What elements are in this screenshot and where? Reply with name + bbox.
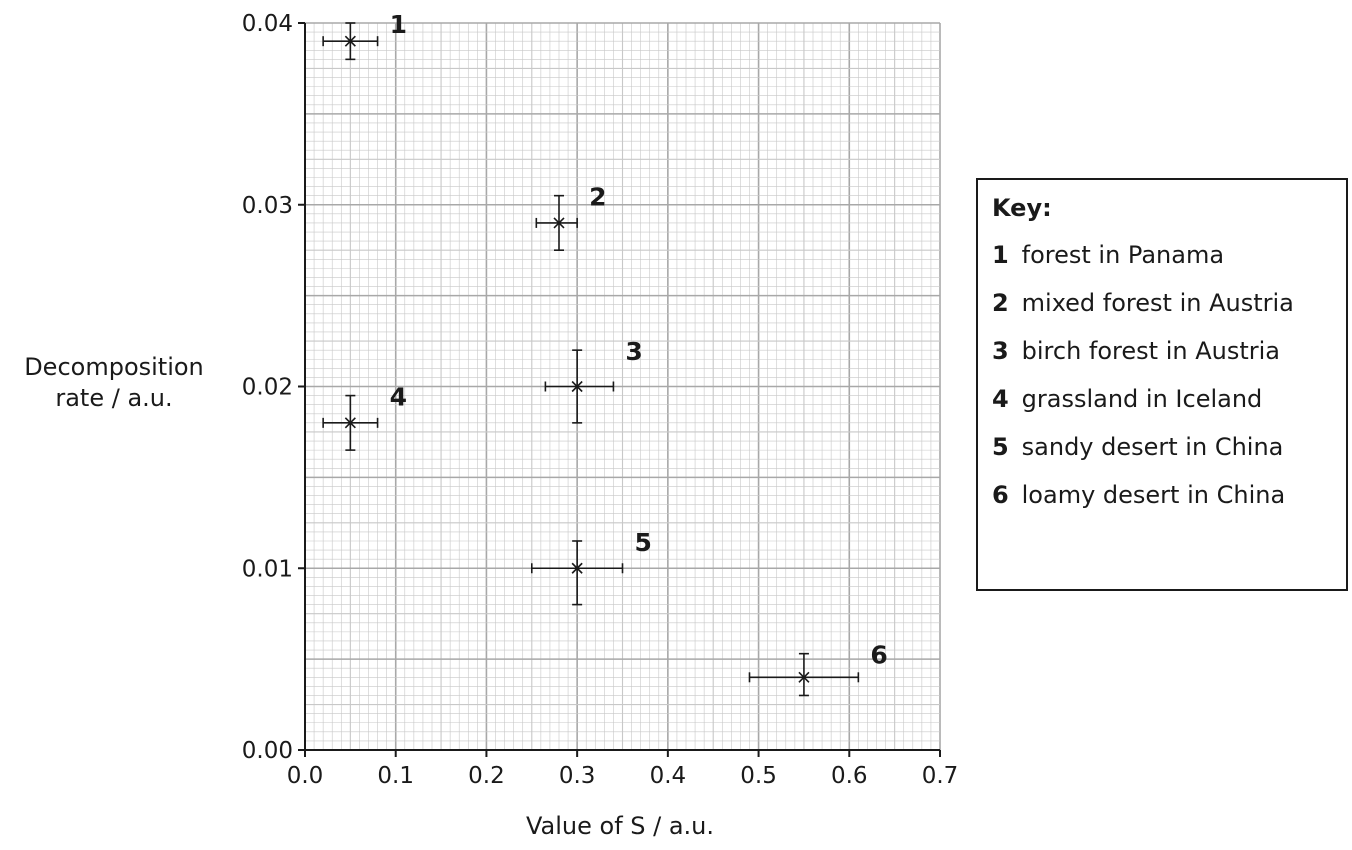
key-entry-6: 6 loamy desert in China bbox=[992, 480, 1346, 528]
y-axis-label: Decomposition rate / a.u. bbox=[0, 352, 228, 414]
x-tick-label: 0.2 bbox=[468, 763, 505, 789]
point-marker bbox=[344, 417, 356, 429]
point-label: 2 bbox=[589, 183, 606, 212]
data-point-1: 1 bbox=[322, 10, 407, 61]
y-axis-label-line-2: rate / a.u. bbox=[55, 384, 173, 412]
x-axis-label: Value of S / a.u. bbox=[525, 812, 715, 840]
point-marker bbox=[798, 671, 810, 683]
key-number: 3 bbox=[992, 337, 1009, 365]
key-number: 5 bbox=[992, 433, 1009, 461]
chart-grid bbox=[304, 22, 941, 751]
point-marker bbox=[344, 35, 356, 47]
key-entry-1: 1 forest in Panama bbox=[992, 240, 1346, 288]
data-point-3: 3 bbox=[544, 337, 643, 424]
x-tick-label: 0.3 bbox=[559, 763, 596, 789]
point-marker bbox=[571, 562, 583, 574]
data-point-4: 4 bbox=[322, 383, 407, 451]
chart-marks: 1 2 3 4 5 6 bbox=[322, 10, 888, 697]
key-box: Key: 1 forest in Panama 2 mixed forest i… bbox=[976, 178, 1348, 591]
key-text: forest in Panama bbox=[1021, 241, 1225, 269]
key-text: mixed forest in Austria bbox=[1021, 289, 1294, 317]
y-tick-label: 0.01 bbox=[242, 556, 293, 582]
key-title: Key: bbox=[992, 194, 1052, 222]
x-tick-label: 0.6 bbox=[831, 763, 868, 789]
y-axis-label-line-1: Decomposition bbox=[24, 353, 204, 381]
y-tick-label: 0.00 bbox=[242, 738, 293, 764]
key-entry-4: 4 grassland in Iceland bbox=[992, 384, 1346, 432]
key-number: 4 bbox=[992, 385, 1009, 413]
point-marker bbox=[553, 217, 565, 229]
data-point-5: 5 bbox=[530, 528, 652, 606]
x-tick-label: 0.1 bbox=[377, 763, 414, 789]
x-tick-label: 0.5 bbox=[740, 763, 777, 789]
y-tick-label: 0.02 bbox=[242, 375, 293, 401]
key-entry-2: 2 mixed forest in Austria bbox=[992, 288, 1346, 336]
data-point-6: 6 bbox=[748, 641, 888, 697]
point-marker bbox=[571, 380, 583, 393]
key-text: loamy desert in China bbox=[1021, 481, 1286, 509]
y-tick-label: 0.03 bbox=[242, 193, 293, 219]
data-point-2: 2 bbox=[535, 183, 607, 251]
chart-ticks: 0.0 0.1 0.2 0.3 0.4 0.5 0.6 0.7 0.00 0.01 0.02 0.03… bbox=[242, 11, 959, 789]
x-tick-label: 0.7 bbox=[922, 763, 959, 789]
key-text: grassland in Iceland bbox=[1021, 385, 1263, 413]
point-label: 5 bbox=[635, 528, 652, 557]
point-label: 4 bbox=[390, 383, 407, 412]
key-text: birch forest in Austria bbox=[1021, 337, 1280, 365]
key-entry-5: 5 sandy desert in China bbox=[992, 432, 1346, 480]
point-label: 3 bbox=[625, 337, 642, 366]
x-tick-label: 0.4 bbox=[650, 763, 687, 789]
key-number: 6 bbox=[992, 481, 1009, 509]
key-entry-3: 3 birch forest in Austria bbox=[992, 336, 1346, 384]
point-label: 1 bbox=[390, 10, 407, 39]
key-number: 2 bbox=[992, 289, 1009, 317]
point-label: 6 bbox=[870, 641, 887, 670]
key-number: 1 bbox=[992, 241, 1009, 269]
y-tick-label: 0.04 bbox=[242, 11, 293, 37]
key-text: sandy desert in China bbox=[1021, 433, 1284, 461]
x-tick-label: 0.0 bbox=[287, 763, 324, 789]
